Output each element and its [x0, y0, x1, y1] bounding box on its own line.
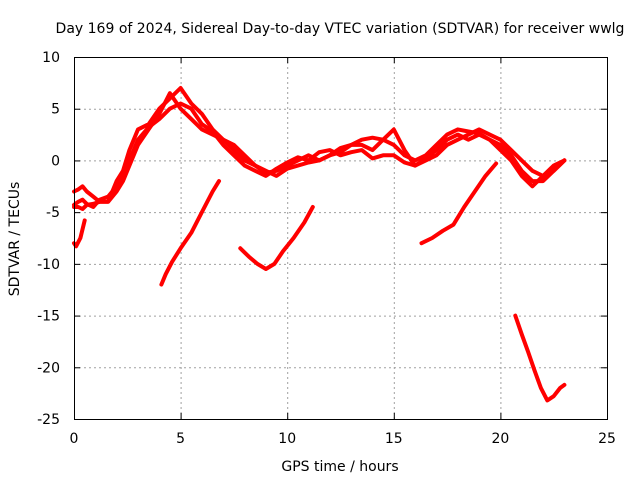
x-tick-label: 15 [385, 431, 403, 447]
x-tick-label: 20 [491, 431, 509, 447]
data-traces [72, 86, 567, 403]
x-tick-label: 0 [70, 431, 79, 447]
y-tick-label: -15 [37, 309, 60, 325]
y-tick-label: 5 [51, 102, 60, 118]
series-arc-5 [159, 179, 221, 287]
y-tick-label: 0 [51, 153, 60, 169]
x-tick-labels: 0 5 10 15 20 25 [70, 431, 616, 447]
y-tick-labels: -25 -20 -15 -10 -5 0 5 10 [37, 50, 60, 428]
x-tick-label: 5 [176, 431, 185, 447]
y-tick-label: -10 [37, 257, 60, 273]
series-arc-4 [72, 218, 87, 249]
y-tick-label: 10 [42, 50, 60, 66]
series-arc-7 [419, 161, 499, 246]
chart-title: Day 169 of 2024, Sidereal Day-to-day VTE… [56, 21, 625, 37]
series-arc-6 [238, 205, 315, 271]
series-arc-8 [513, 313, 567, 403]
grid [74, 57, 607, 419]
x-tick-label: 25 [598, 431, 616, 447]
y-axis-label: SDTVAR / TECUs [7, 182, 23, 297]
tick-marks [74, 57, 608, 420]
series-arc-2 [72, 86, 567, 204]
plot-frame [74, 57, 608, 420]
x-axis-label: GPS time / hours [281, 459, 398, 475]
series-arc-3 [72, 101, 567, 209]
y-tick-label: -25 [37, 412, 60, 428]
y-tick-label: -5 [46, 205, 60, 221]
y-tick-label: -20 [37, 360, 60, 376]
x-tick-label: 10 [278, 431, 296, 447]
